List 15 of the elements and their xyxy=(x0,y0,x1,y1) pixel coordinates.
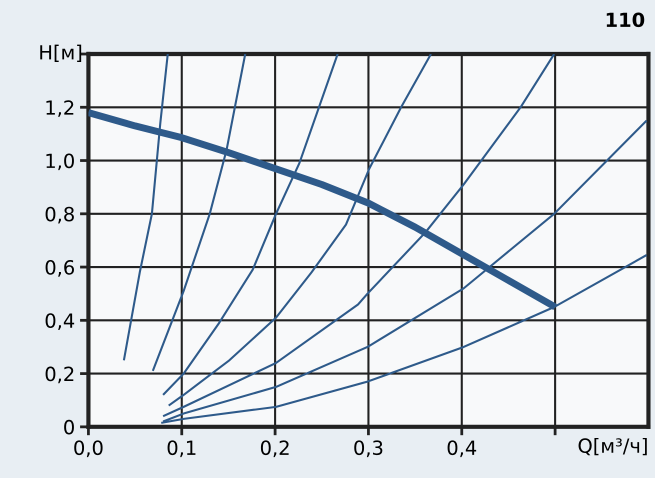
x-tick-label: 0,3 xyxy=(354,440,382,458)
x-axis-title: Q[м³/ч] xyxy=(578,438,647,456)
y-tick-label: 0,8 xyxy=(46,206,74,224)
x-tick-label: 0,4 xyxy=(448,440,476,458)
x-tick-label: 0,0 xyxy=(74,440,103,458)
y-tick-label: 1,0 xyxy=(46,153,74,170)
y-tick-label: 0 xyxy=(64,420,74,435)
y-tick-label: 0,2 xyxy=(46,366,74,384)
x-tick-label: 0,2 xyxy=(260,440,289,458)
y-axis-title: H[м] xyxy=(40,44,82,62)
x-tick-label: 0,1 xyxy=(168,440,196,458)
y-tick-label: 1,2 xyxy=(46,100,74,117)
text: 110 xyxy=(606,12,644,28)
y-tick-label: 0,4 xyxy=(46,313,74,330)
y-tick-label: 0,6 xyxy=(46,260,74,277)
